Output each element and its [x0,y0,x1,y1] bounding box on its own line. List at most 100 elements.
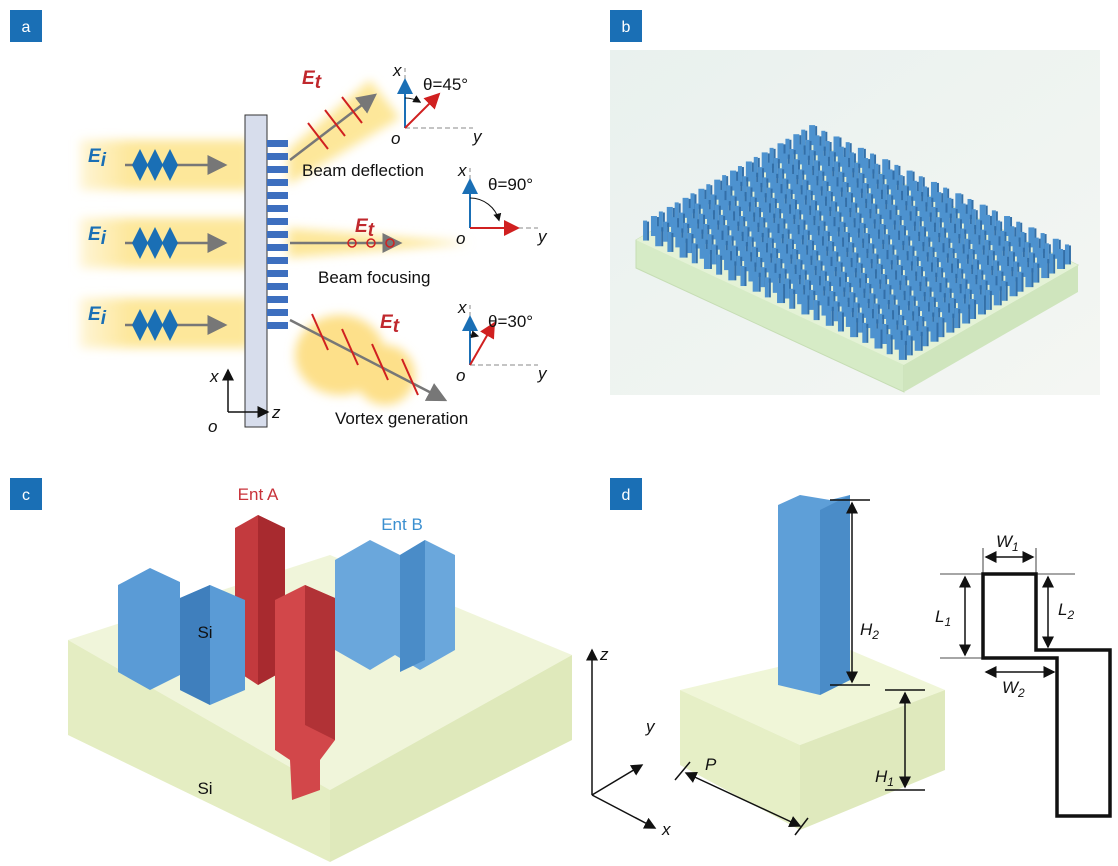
nanopillar-side [1016,277,1018,296]
entity-label: Ent A [238,485,279,504]
nanopillar-side [891,335,893,354]
nanopillar-side [881,330,883,349]
axis-label: x [457,161,467,180]
pillar-a [305,585,335,740]
angle-arc [470,335,478,336]
nanopillar [1010,276,1016,296]
dim-label: W1 [996,532,1019,554]
nanopillar-side [905,341,907,360]
nanopillar [777,283,783,303]
nanopillar [1033,263,1037,283]
nanopillar [923,326,927,346]
nanopillar [978,294,984,314]
nanopillar-side [807,295,809,314]
nanopillar [826,306,832,326]
nanopillar [862,323,866,343]
axis-label: o [456,229,465,248]
nanopillar [931,322,937,342]
nanopillar-side [1037,264,1039,283]
nanopillar [887,334,891,354]
nanopillar [858,313,862,333]
axis-label: z [271,403,281,422]
entity-label: Ent B [381,515,423,534]
nanopillar [962,304,968,324]
dim-label: W2 [1002,678,1025,700]
nanopillar-side [734,261,736,280]
nanopillar [899,340,905,360]
dim-label: H2 [860,620,879,642]
nanopillar-side [671,233,673,252]
pillar-b [335,540,455,670]
nanopillar-side [911,336,913,355]
function-label: Vortex generation [335,409,468,428]
pillar-b [180,585,210,705]
nanopillar-side [759,273,761,292]
pillar [267,205,288,212]
nanopillar-side [710,250,712,269]
nanopillar-side [866,324,868,343]
nanopillar [946,313,952,333]
pillar [267,296,288,303]
pillar [267,257,288,264]
angle-label: θ=30° [488,312,533,331]
pillar [267,192,288,199]
nanopillar [704,249,710,269]
nanopillar [938,317,942,337]
polarization-frames: xyoθ=45°xyoθ=90°xyoθ=30° [391,61,548,385]
nanopillar-side [686,239,688,258]
nanopillar-side [818,301,820,320]
pillar [267,322,288,329]
pillar [267,244,288,251]
pillar-b [400,540,425,672]
nanopillar [1002,281,1006,301]
axis-label: y [537,364,548,383]
pillar [267,153,288,160]
nanopillar [1041,258,1047,278]
nanopillar [850,317,856,337]
axis-label: x [392,61,402,80]
nanopillar-side [1000,286,1002,305]
nanopillar [801,294,807,314]
nanopillar-side [793,290,795,309]
nanopillar [814,300,818,320]
nanopillar [663,222,667,242]
axis-label: x [661,820,671,839]
panel-label: a [22,19,31,36]
nanopillar [1025,267,1031,287]
nanopillar-side [958,309,960,328]
nanopillar-side [968,305,970,324]
dim-label: L1 [935,607,951,629]
material-label: Si [197,779,212,798]
angle-label: θ=45° [423,75,468,94]
nanopillar [915,331,921,351]
nanopillar-side [1047,259,1049,278]
nanopillar-side [745,267,747,286]
nanopillar [1065,244,1069,264]
axis-label: o [456,366,465,385]
material-label: Si [197,623,212,642]
axis-label: o [391,129,400,148]
nanopillar-side [647,222,649,241]
axis [592,765,642,795]
angle-arc [405,98,420,102]
nanopillar-side [942,318,944,337]
nanopillar [667,232,671,252]
nanopillar [834,301,838,321]
nanopillar-side [661,227,663,246]
nanopillar-side [1031,268,1033,287]
nanopillar-side [832,307,834,326]
nanopillar [809,290,813,310]
angle-label: θ=90° [488,175,533,194]
nanopillar-side [937,323,939,342]
panel-label: c [22,487,30,504]
nanopillar [716,255,720,275]
axis-label: y [472,127,483,146]
nanopillar-side [927,327,929,346]
axis-label: y [537,227,548,246]
nanopillar [970,299,974,319]
polarization [405,94,439,128]
nanopillar [753,272,759,292]
nanopillar [1049,254,1053,274]
nanopillar [643,221,647,241]
function-label: Beam deflection [302,161,424,180]
